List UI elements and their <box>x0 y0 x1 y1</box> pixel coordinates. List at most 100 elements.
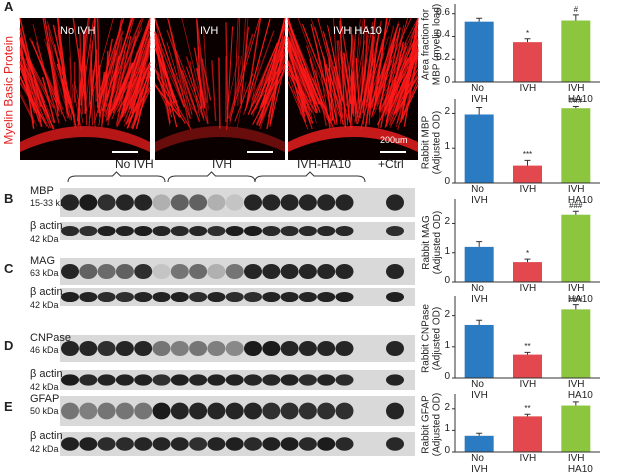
blot-band <box>262 263 281 280</box>
error-bar <box>476 319 483 325</box>
fiber <box>267 45 286 117</box>
blot-band <box>115 374 134 386</box>
bar <box>513 165 542 183</box>
fiber <box>109 17 135 106</box>
fiber <box>130 38 151 108</box>
blot-band <box>280 437 299 451</box>
x-tick-label: No IVH <box>471 83 488 105</box>
fiber <box>259 56 286 130</box>
error-bar <box>524 258 531 263</box>
significance: * <box>525 28 530 38</box>
blot-loading: β actin <box>30 368 63 380</box>
blot-band <box>97 374 116 386</box>
significance: *** <box>522 150 533 160</box>
fiber <box>97 71 106 114</box>
fiber <box>332 70 338 125</box>
blot-band <box>134 437 153 451</box>
error-bar <box>476 17 483 22</box>
blot-band <box>386 263 404 280</box>
fiber <box>181 17 204 108</box>
scale-label: 200um <box>380 135 408 145</box>
blot-band <box>317 225 336 237</box>
fiber <box>107 19 123 126</box>
fiber <box>252 76 265 117</box>
fiber <box>167 19 190 127</box>
blot-band <box>298 194 317 211</box>
fiber <box>372 46 405 117</box>
blot-band <box>189 291 208 303</box>
blot-loading: β actin <box>30 220 63 232</box>
blot-band <box>386 340 404 357</box>
blot-band <box>244 225 262 237</box>
blot-loading-size: 42 kDa <box>30 444 59 454</box>
significance: # <box>573 4 579 14</box>
fiber <box>287 61 307 123</box>
bracket <box>167 171 256 183</box>
blot-band <box>152 291 171 303</box>
fiber <box>54 44 70 118</box>
blot-protein: CNPase <box>30 332 71 344</box>
fiber <box>245 17 262 106</box>
blot-band <box>115 225 134 237</box>
blot-band <box>225 291 244 303</box>
fiber <box>19 49 50 116</box>
fiber <box>287 28 311 116</box>
fiber <box>229 55 243 125</box>
fiber <box>256 68 280 126</box>
blot-band <box>335 374 354 386</box>
fiber <box>218 57 221 129</box>
fiber <box>189 61 200 117</box>
blot-band <box>386 437 404 451</box>
x-tick-label: No IVH <box>471 283 488 305</box>
fiber <box>112 62 134 111</box>
fiber <box>373 17 388 110</box>
fiber <box>46 21 76 117</box>
blot-band <box>298 437 317 451</box>
fiber <box>240 17 249 109</box>
blot-band <box>134 225 153 237</box>
fiber <box>243 30 275 115</box>
panel-label: A <box>4 0 14 14</box>
blot-band <box>386 225 404 237</box>
fiber <box>317 17 341 103</box>
blot-size: 50 kDa <box>30 406 59 416</box>
blot-group: IVH-HA10 <box>297 157 352 171</box>
bar <box>513 354 542 378</box>
blot-band <box>134 194 153 211</box>
fiber <box>362 36 375 112</box>
blot-band <box>225 437 244 451</box>
blot-loading-size: 42 kDa <box>30 234 59 244</box>
fiber <box>254 35 286 110</box>
fiber <box>185 56 209 124</box>
y-tick-label: 0.6 <box>436 6 450 18</box>
blot-band <box>189 340 208 357</box>
image-label: IVH <box>200 25 219 37</box>
significance: ### <box>569 201 583 211</box>
blot-protein: MBP <box>30 185 54 197</box>
blot-band <box>152 374 171 386</box>
fiber <box>376 65 410 126</box>
x-tick-label: IVH <box>519 184 537 195</box>
blot-band <box>97 194 116 211</box>
blot-band <box>335 194 354 211</box>
panel-label: D <box>4 338 14 353</box>
blot-band <box>115 194 134 211</box>
fiber <box>239 17 247 103</box>
blot-band <box>280 374 299 386</box>
fiber <box>131 89 151 129</box>
y-tick-label: 0.4 <box>436 29 450 41</box>
fiber <box>387 67 404 119</box>
blot-band <box>225 194 244 211</box>
fiber <box>298 65 319 113</box>
blot-band <box>189 402 208 420</box>
error-bar <box>524 38 531 43</box>
blot-band <box>170 225 189 237</box>
fiber <box>342 56 354 109</box>
blot-band <box>97 291 116 303</box>
blot-band <box>244 291 262 303</box>
fiber <box>117 64 142 102</box>
bar <box>513 262 542 282</box>
y-tick-label: 0 <box>444 176 450 187</box>
fiber <box>166 29 197 113</box>
fiber <box>154 67 172 113</box>
